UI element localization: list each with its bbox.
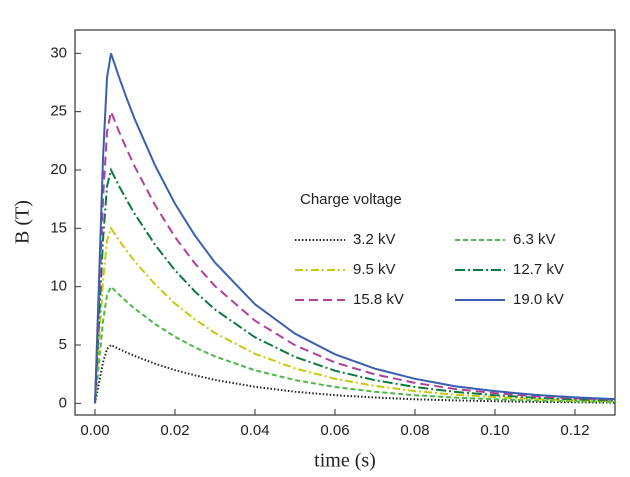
y-tick-label: 25	[50, 103, 67, 120]
legend-label: 15.8 kV	[353, 291, 404, 308]
y-tick-label: 30	[50, 44, 67, 61]
y-tick-label: 0	[59, 394, 67, 411]
y-tick-label: 10	[50, 278, 67, 295]
x-tick-label: 0.08	[400, 422, 429, 439]
x-tick-label: 0.00	[80, 422, 109, 439]
y-axis-label: B (T)	[12, 200, 34, 244]
x-tick-label: 0.04	[240, 422, 269, 439]
x-tick-label: 0.12	[560, 422, 589, 439]
legend-label: 19.0 kV	[513, 291, 564, 308]
series-line	[94, 226, 616, 404]
legend-label: 9.5 kV	[353, 261, 396, 278]
series-line	[94, 343, 616, 404]
series-line	[94, 52, 616, 404]
legend-title: Charge voltage	[300, 191, 402, 208]
series-line	[94, 167, 616, 404]
legend-label: 6.3 kV	[513, 231, 556, 248]
legend-label: 3.2 kV	[353, 231, 396, 248]
x-axis-label: time (s)	[314, 450, 376, 472]
series-line	[94, 108, 616, 404]
legend-label: 12.7 kV	[513, 261, 564, 278]
y-tick-label: 20	[50, 161, 67, 178]
y-tick-label: 5	[59, 336, 67, 353]
plot-frame	[74, 29, 616, 416]
series-line	[94, 285, 616, 404]
x-tick-label: 0.10	[480, 422, 509, 439]
y-tick-label: 15	[50, 219, 67, 236]
x-tick-label: 0.06	[320, 422, 349, 439]
x-tick-label: 0.02	[160, 422, 189, 439]
